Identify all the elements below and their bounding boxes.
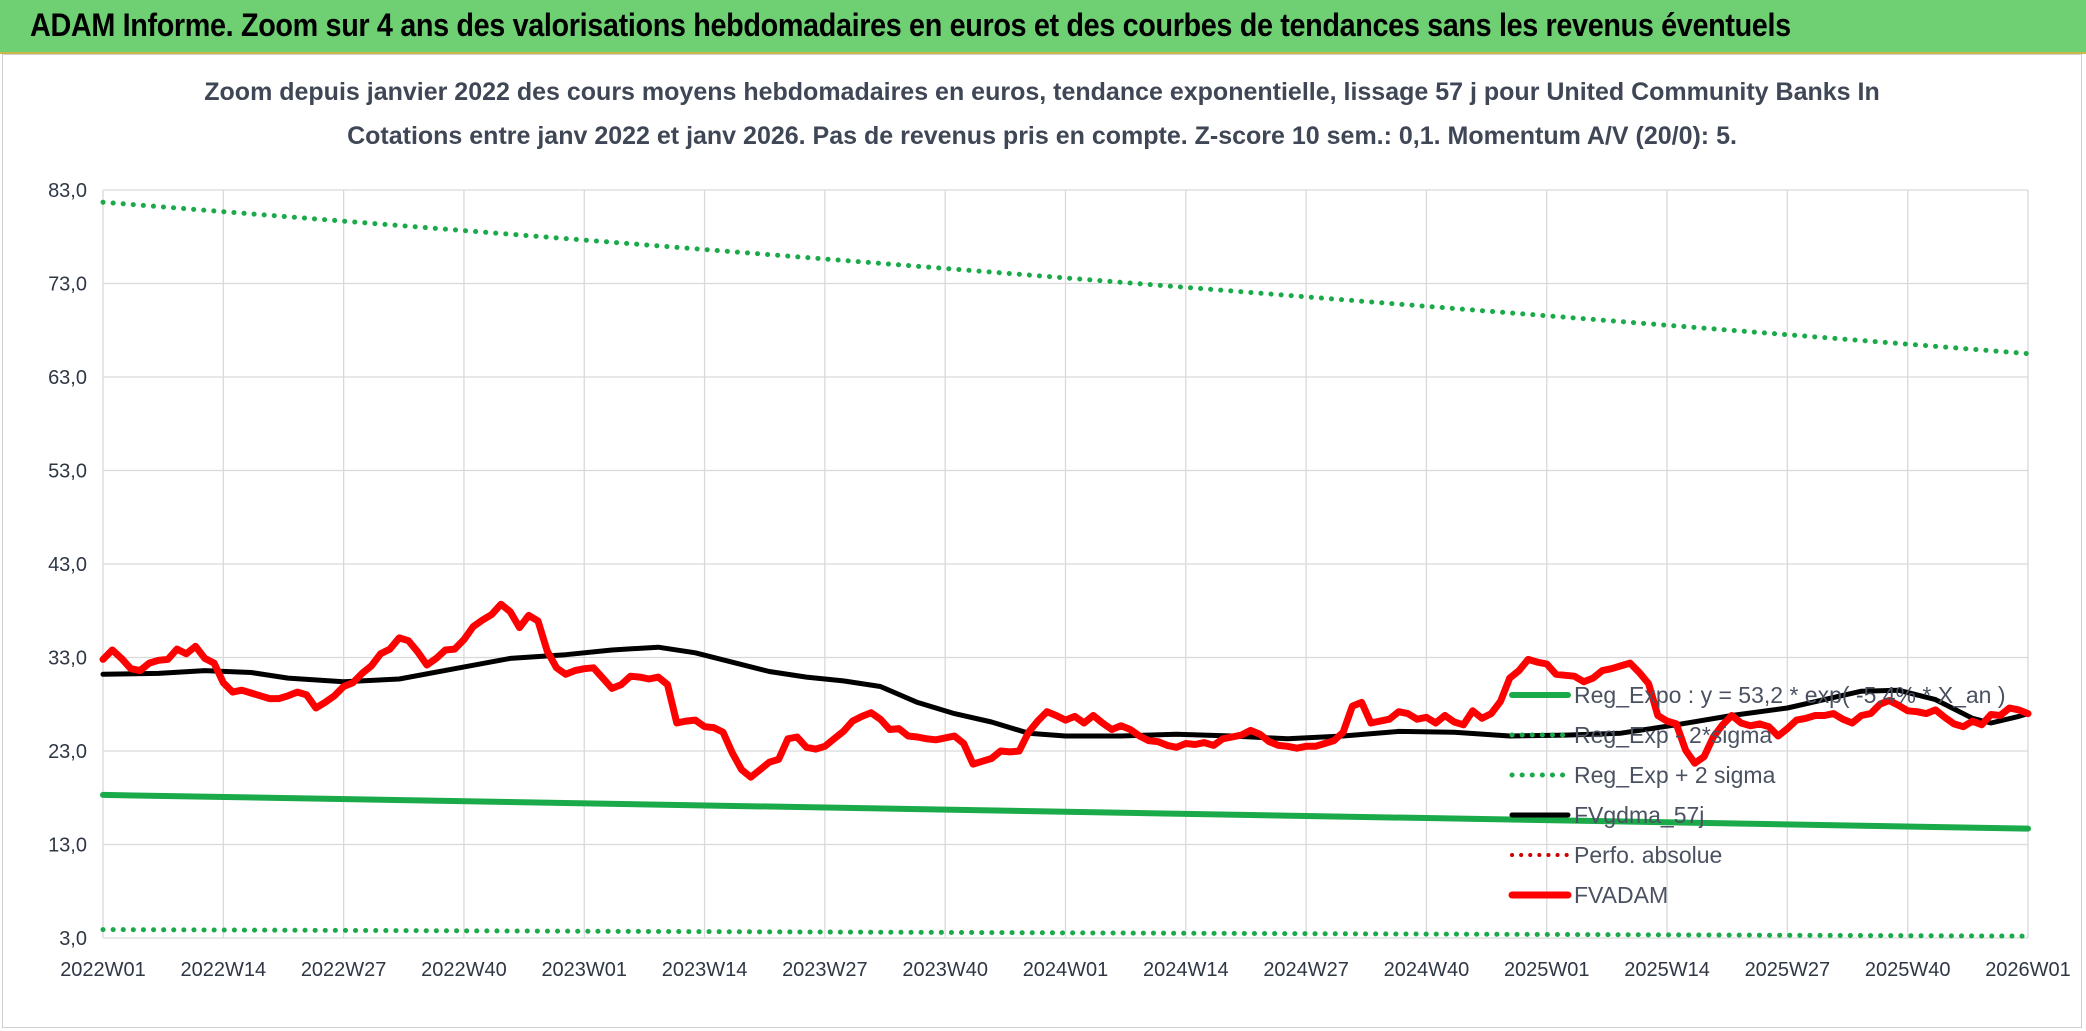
x-tick-label: 2026W01 [1985, 959, 2071, 981]
report-banner: ADAM Informe. Zoom sur 4 ans des valoris… [0, 0, 2086, 54]
series-line-2 [100, 199, 2031, 357]
x-tick-label: 2024W01 [1023, 959, 1109, 981]
x-tick-label: 2023W01 [541, 959, 627, 981]
legend-label: Reg_Exp + 2 sigma [1574, 762, 1776, 788]
series-line-0 [100, 791, 2031, 832]
x-tick-label: 2022W40 [421, 959, 507, 981]
x-tick-label: 2025W40 [1865, 959, 1951, 981]
x-tick-label: 2024W40 [1384, 959, 1470, 981]
legend-label: Reg_Expo : y = 53,2 * exp( -5,4% * X_an … [1574, 682, 2006, 708]
y-tick-label: 43,0 [48, 554, 87, 576]
y-tick-label: 53,0 [48, 461, 87, 483]
legend-label: FVgdma_57j [1574, 802, 1704, 828]
series-line-5 [99, 600, 2032, 781]
y-tick-label: 23,0 [48, 741, 87, 763]
chart-subtitle: Cotations entre janv 2022 et janv 2026. … [347, 122, 1737, 150]
y-axis-ticks: 3,0 13,0 23,0 33,0 43,0 53,0 63,0 73,0 83,0 [48, 180, 87, 950]
series-line-3 [100, 644, 2031, 742]
x-tick-label: 2022W01 [60, 959, 146, 981]
x-tick-label: 2023W14 [662, 959, 748, 981]
chart-grid [102, 189, 2029, 939]
y-tick-label: 83,0 [48, 180, 87, 202]
x-axis-ticks: 2022W01 2022W14 2022W27 2022W40 2023W01 2023W… [60, 959, 2071, 981]
y-tick-label: 13,0 [48, 835, 87, 857]
legend-label: FVADAM [1574, 882, 1668, 908]
legend-label: Perfo. absolue [1574, 842, 1722, 868]
x-tick-label: 2022W27 [301, 959, 387, 981]
x-tick-label: 2025W14 [1624, 959, 1710, 981]
x-tick-label: 2024W27 [1263, 959, 1349, 981]
chart-legend: Reg_Expo : y = 53,2 * exp( -5,4% * X_an … [1508, 682, 2006, 908]
x-tick-label: 2022W14 [181, 959, 267, 981]
x-tick-label: 2025W01 [1504, 959, 1590, 981]
y-tick-label: 63,0 [48, 367, 87, 389]
chart: Zoom depuis janvier 2022 des cours moyen… [48, 78, 2071, 981]
legend-label: Reg_Exp - 2*sigma [1574, 722, 1772, 748]
chart-series [99, 199, 2032, 939]
y-tick-label: 3,0 [59, 928, 87, 950]
x-tick-label: 2025W27 [1745, 959, 1831, 981]
x-tick-label: 2024W14 [1143, 959, 1229, 981]
chart-title: Zoom depuis janvier 2022 des cours moyen… [204, 78, 1879, 106]
report-title: ADAM Informe. Zoom sur 4 ans des valoris… [30, 7, 1791, 43]
series-line-1 [100, 927, 2031, 939]
y-tick-label: 33,0 [48, 648, 87, 670]
x-tick-label: 2023W40 [902, 959, 988, 981]
x-tick-label: 2023W27 [782, 959, 868, 981]
y-tick-label: 73,0 [48, 274, 87, 296]
